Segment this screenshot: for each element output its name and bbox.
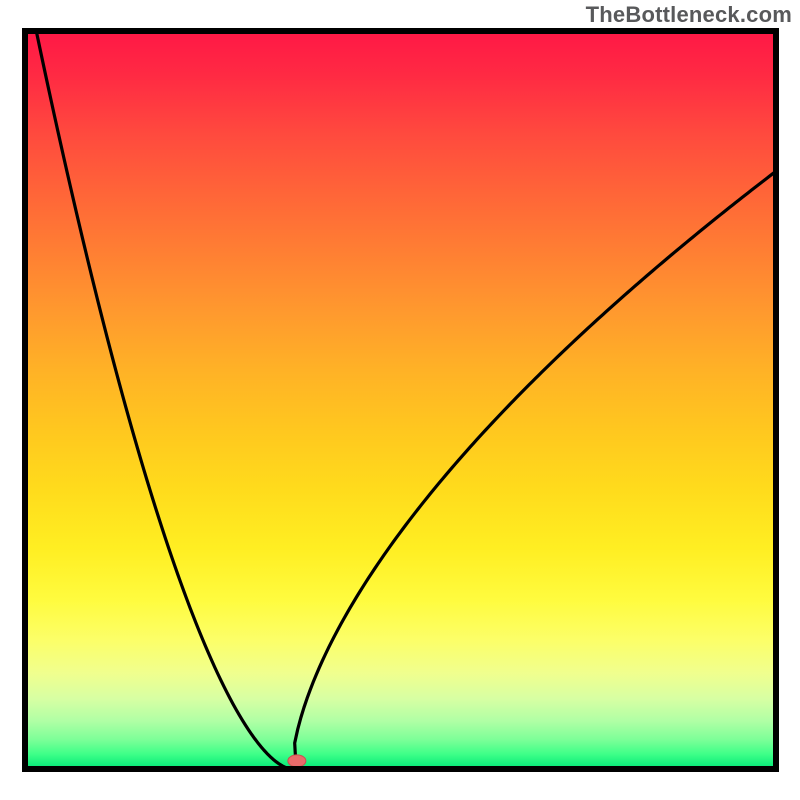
- gradient-background: [25, 31, 776, 769]
- chart-stage: TheBottleneck.com: [0, 0, 800, 800]
- optimal-point-marker: [288, 755, 306, 767]
- watermark-text: TheBottleneck.com: [586, 2, 792, 28]
- bottleneck-chart-svg: [0, 0, 800, 800]
